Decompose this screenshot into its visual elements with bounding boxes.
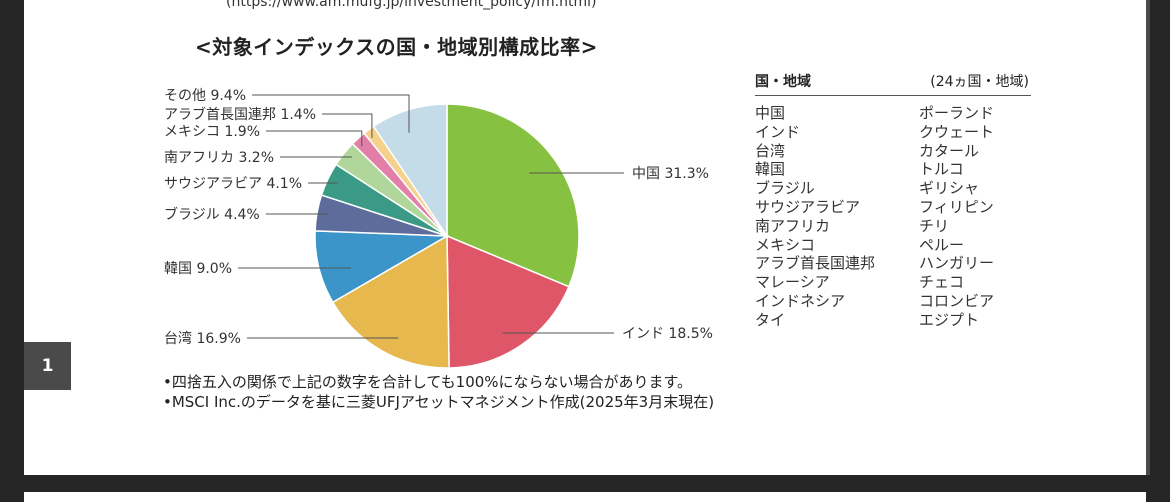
slice-label: 南アフリカ 3.2% — [164, 150, 274, 166]
country-right-item: チェコ — [919, 273, 965, 292]
footnotes: •四捨五入の関係で上記の数字を合計しても100%にならない場合があります。 •M… — [163, 372, 714, 412]
country-right-item: クウェート — [919, 122, 995, 141]
country-left-item: サウジアラビア — [755, 197, 861, 216]
country-right-item: チリ — [919, 216, 950, 235]
pie-slice — [331, 234, 450, 369]
country-left-item: アラブ首長国連邦 — [755, 254, 876, 273]
slice-label: その他 9.4% — [164, 88, 246, 104]
country-right-item: トルコ — [919, 160, 964, 179]
country-left-item: 台湾 — [755, 141, 786, 160]
slice-labels: 中国 31.3% インド 18.5% 台湾 16.9% 韓国 9.0% ブラジル 4.4… — [164, 88, 713, 347]
pie-slice — [446, 103, 580, 288]
slice-label: 台湾 16.9% — [164, 330, 241, 347]
country-right-item: ペルー — [919, 235, 965, 254]
slice-label: サウジアラビア 4.1% — [164, 176, 302, 192]
table-header-region: 国・地域 — [755, 74, 811, 90]
country-left-item: ブラジル — [755, 179, 815, 198]
slice-label: 韓国 9.0% — [164, 261, 232, 277]
pie-slices — [314, 103, 580, 369]
slice-label: メキシコ 1.9% — [164, 124, 260, 140]
leader-lines — [238, 94, 624, 339]
page-number-badge[interactable]: 1 — [24, 342, 71, 390]
slice-label: 中国 31.3% — [632, 166, 709, 182]
document-page — [24, 0, 1146, 475]
country-left-item: 韓国 — [755, 160, 786, 179]
country-left-item: 南アフリカ — [755, 216, 831, 235]
country-left-item: インドネシア — [755, 291, 846, 310]
slice-label: インド 18.5% — [622, 326, 713, 342]
leader-line — [322, 113, 373, 138]
pie-slice — [446, 234, 570, 369]
pie-chart: 中国 31.3% インド 18.5% 台湾 16.9% 韓国 9.0% ブラジル 4.4… — [164, 88, 713, 369]
country-right-item: ポーランド — [919, 104, 995, 122]
leader-line — [266, 130, 363, 147]
chart-title: <対象インデックスの国・地域別構成比率> — [195, 35, 598, 59]
leader-line — [252, 94, 410, 133]
slice-label: ブラジル 4.4% — [164, 206, 260, 223]
country-left-item: インド — [755, 122, 801, 141]
page-right-edge — [1146, 0, 1150, 475]
country-list-right: ポーランド クウェート カタール トルコ ギリシャ フィリピン チリ ペルー ハンガリー チェココ… — [919, 104, 994, 330]
footnote-source: •MSCI Inc.のデータを基に三菱UFJアセットマネジメント作成(2025年… — [163, 393, 715, 411]
country-right-item: コロンビア — [919, 291, 995, 310]
country-right-item: エジプト — [919, 310, 980, 329]
table-header-count: (24ヵ国・地域) — [930, 74, 1029, 90]
country-table-header: 国・地域 (24ヵ国・地域) — [755, 71, 1031, 96]
country-left-item: 中国 — [755, 104, 786, 122]
country-right-item: ギリシャ — [919, 179, 980, 198]
country-right-item: カタール — [919, 141, 980, 160]
country-left-item: メキシコ — [755, 235, 816, 254]
country-list-left: 中国 インド 台湾 韓国 ブラジル サウジアラビア 南アフリカ メキシコ アラブ首長国連邦 マレー… — [755, 104, 875, 330]
slice-label: アラブ首長国連邦 1.4% — [164, 106, 316, 123]
country-left-item: マレーシア — [755, 273, 830, 292]
next-page-edge — [24, 492, 1146, 502]
country-left-item: タイ — [755, 310, 786, 329]
reference-url[interactable]: (https://www.am.mufg.jp/investment_polic… — [226, 0, 597, 10]
country-right-item: ハンガリー — [919, 254, 995, 273]
footnote-rounding: •四捨五入の関係で上記の数字を合計しても100%にならない場合があります。 — [163, 373, 693, 391]
country-right-item: フィリピン — [919, 197, 994, 216]
